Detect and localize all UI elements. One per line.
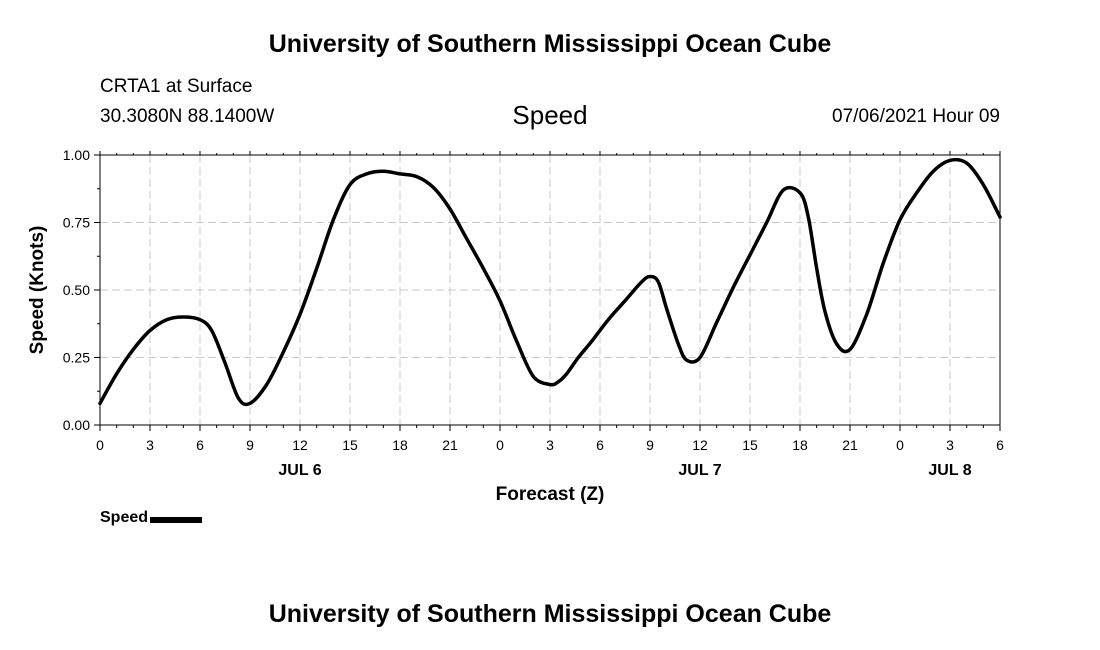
legend-label: Speed	[100, 509, 149, 526]
x-axis-label: Forecast (Z)	[496, 484, 605, 505]
y-axis-label: Speed (Knots)	[27, 226, 48, 355]
x-date-label: JUL 6	[278, 462, 321, 479]
station-name: CRTA1 at Surface	[100, 76, 253, 97]
x-tick-label: 6	[996, 437, 1004, 453]
x-tick-label: 3	[546, 437, 554, 453]
x-tick-label: 21	[842, 437, 858, 453]
x-tick-label: 18	[392, 437, 408, 453]
x-tick-label: 15	[742, 437, 758, 453]
x-tick-label: 6	[196, 437, 204, 453]
x-tick-label: 0	[96, 437, 104, 453]
footer-title: University of Southern Mississippi Ocean…	[268, 600, 832, 628]
legend: Speed	[100, 509, 203, 527]
y-tick-label: 0.75	[63, 215, 90, 231]
station-coordinates: 30.3080N 88.1400W	[100, 106, 275, 127]
x-tick-label: 9	[246, 437, 254, 453]
y-tick-label: 0.00	[63, 417, 90, 433]
x-date-label: JUL 8	[928, 462, 971, 479]
y-tick-label: 1.00	[63, 147, 90, 163]
x-tick-label: 12	[692, 437, 708, 453]
legend-line-swatch	[150, 516, 203, 523]
speed-series-line	[98, 157, 1002, 407]
x-tick-label: 3	[146, 437, 154, 453]
x-date-label: JUL 7	[678, 462, 721, 479]
y-tick-label: 0.25	[63, 350, 90, 366]
x-tick-label: 21	[442, 437, 458, 453]
y-tick-label: 0.50	[63, 282, 90, 298]
chart-title: Speed	[512, 100, 588, 130]
page-title: University of Southern Mississippi Ocean…	[268, 30, 832, 58]
x-tick-label: 3	[946, 437, 954, 453]
x-tick-label: 0	[496, 437, 504, 453]
x-tick-label: 0	[896, 437, 904, 453]
x-tick-label: 6	[596, 437, 604, 453]
run-time: 07/06/2021 Hour 09	[832, 106, 1000, 127]
x-tick-label: 12	[292, 437, 308, 453]
x-tick-label: 9	[646, 437, 654, 453]
x-tick-label: 15	[342, 437, 358, 453]
x-tick-label: 18	[792, 437, 808, 453]
